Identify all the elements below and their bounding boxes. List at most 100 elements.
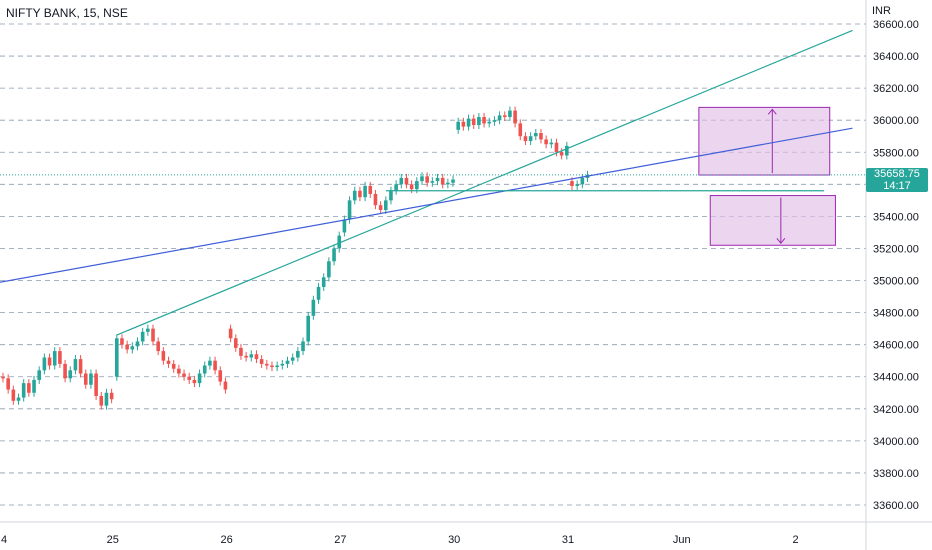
- candle-body: [559, 152, 564, 156]
- candle-body: [539, 133, 543, 140]
- candle-body: [502, 115, 507, 117]
- candle-body: [290, 357, 295, 361]
- candle-body: [327, 261, 331, 278]
- candle-body: [130, 346, 135, 350]
- candle-body: [254, 354, 259, 360]
- candle-body: [518, 123, 523, 137]
- candle-body: [342, 219, 347, 233]
- candle-body: [89, 373, 93, 385]
- candle-body: [352, 190, 357, 201]
- candle-body: [580, 177, 585, 185]
- candle-body: [425, 176, 429, 183]
- candle-body: [296, 351, 300, 358]
- candle-body: [177, 368, 181, 374]
- candle-body: [213, 360, 217, 371]
- candle-body: [265, 363, 269, 366]
- candle-body: [11, 389, 16, 401]
- currency-unit: INR: [872, 5, 891, 17]
- candle-body: [140, 331, 145, 342]
- candle-body: [63, 363, 67, 379]
- x-tick-label: 30: [448, 534, 460, 546]
- blue-trendline: [0, 127, 853, 283]
- candle-body: [1, 376, 5, 379]
- last-price-tag: 35658.75 14:17: [866, 168, 928, 192]
- candle-body: [73, 359, 78, 371]
- candle-body: [58, 351, 62, 364]
- y-tick-label: 35400.00: [873, 211, 919, 223]
- candle-body: [182, 373, 186, 377]
- candle-body: [409, 184, 414, 190]
- y-tick-label: 36600.00: [873, 19, 919, 31]
- candle-body: [466, 118, 471, 127]
- candle-body: [47, 357, 52, 366]
- countdown-timer: 14:17: [883, 180, 911, 192]
- candle-body: [383, 200, 388, 210]
- candle-body: [270, 365, 274, 368]
- candle-body: [192, 379, 197, 384]
- candle-body: [68, 370, 73, 379]
- candle-body: [487, 121, 492, 124]
- candle-body: [415, 181, 419, 190]
- candle-body: [285, 360, 290, 364]
- candle-body: [244, 355, 248, 358]
- y-tick-label: 35000.00: [873, 276, 919, 288]
- y-tick-label: 35200.00: [873, 243, 919, 255]
- candle-body: [187, 376, 192, 380]
- candle-body: [202, 365, 207, 374]
- candle-body: [228, 328, 233, 339]
- candle-body: [477, 116, 481, 126]
- candle-body: [218, 370, 223, 382]
- chart-title: NIFTY BANK, 15, NSE: [6, 6, 128, 20]
- candle-body: [435, 177, 440, 182]
- y-tick-label: 34400.00: [873, 372, 919, 384]
- candle-body: [52, 351, 57, 366]
- candle-body: [32, 379, 36, 393]
- x-tick-label: 26: [220, 534, 232, 546]
- candle-body: [249, 354, 254, 358]
- candle-body: [575, 184, 579, 186]
- candle-body: [523, 136, 528, 142]
- y-tick-label: 35800.00: [873, 147, 919, 159]
- candle-body: [125, 344, 129, 350]
- candle-body: [471, 118, 476, 126]
- candle-body: [135, 341, 140, 347]
- lower-target-box: [709, 195, 836, 246]
- candle-body: [528, 136, 533, 142]
- candle-body: [565, 145, 569, 156]
- candle-body: [161, 351, 166, 361]
- candle-body: [42, 357, 47, 371]
- candle-body: [399, 177, 404, 185]
- y-tick-label: 36400.00: [873, 51, 919, 63]
- candle-body: [197, 373, 202, 384]
- candle-body: [83, 373, 88, 385]
- candle-body: [99, 395, 104, 406]
- candle-body: [275, 365, 279, 368]
- candle-body: [16, 397, 21, 401]
- candle-body: [109, 392, 114, 400]
- y-tick-label: 33600.00: [873, 500, 919, 512]
- candle-body: [337, 235, 342, 249]
- teal-trendline: [116, 29, 853, 336]
- candle-body: [456, 121, 460, 130]
- candle-body: [21, 383, 26, 398]
- down-arrow-head: [776, 237, 786, 245]
- y-tick-label: 34200.00: [873, 404, 919, 416]
- candle-body: [554, 142, 559, 153]
- candle-body: [389, 190, 393, 201]
- candle-body: [115, 338, 119, 377]
- candle-body: [156, 341, 160, 352]
- candle-body: [78, 359, 83, 374]
- candle-body: [363, 185, 367, 198]
- candle-body: [321, 277, 326, 287]
- candle-body: [120, 338, 124, 345]
- y-tick-label: 34600.00: [873, 340, 919, 352]
- candle-body: [373, 193, 378, 206]
- candle-body: [451, 179, 455, 183]
- candle-body: [368, 185, 373, 194]
- candle-body: [533, 133, 538, 137]
- x-tick-label: 4: [1, 534, 7, 546]
- x-tick-label: Jun: [673, 534, 691, 546]
- candle-body: [280, 363, 285, 366]
- candle-body: [570, 181, 574, 186]
